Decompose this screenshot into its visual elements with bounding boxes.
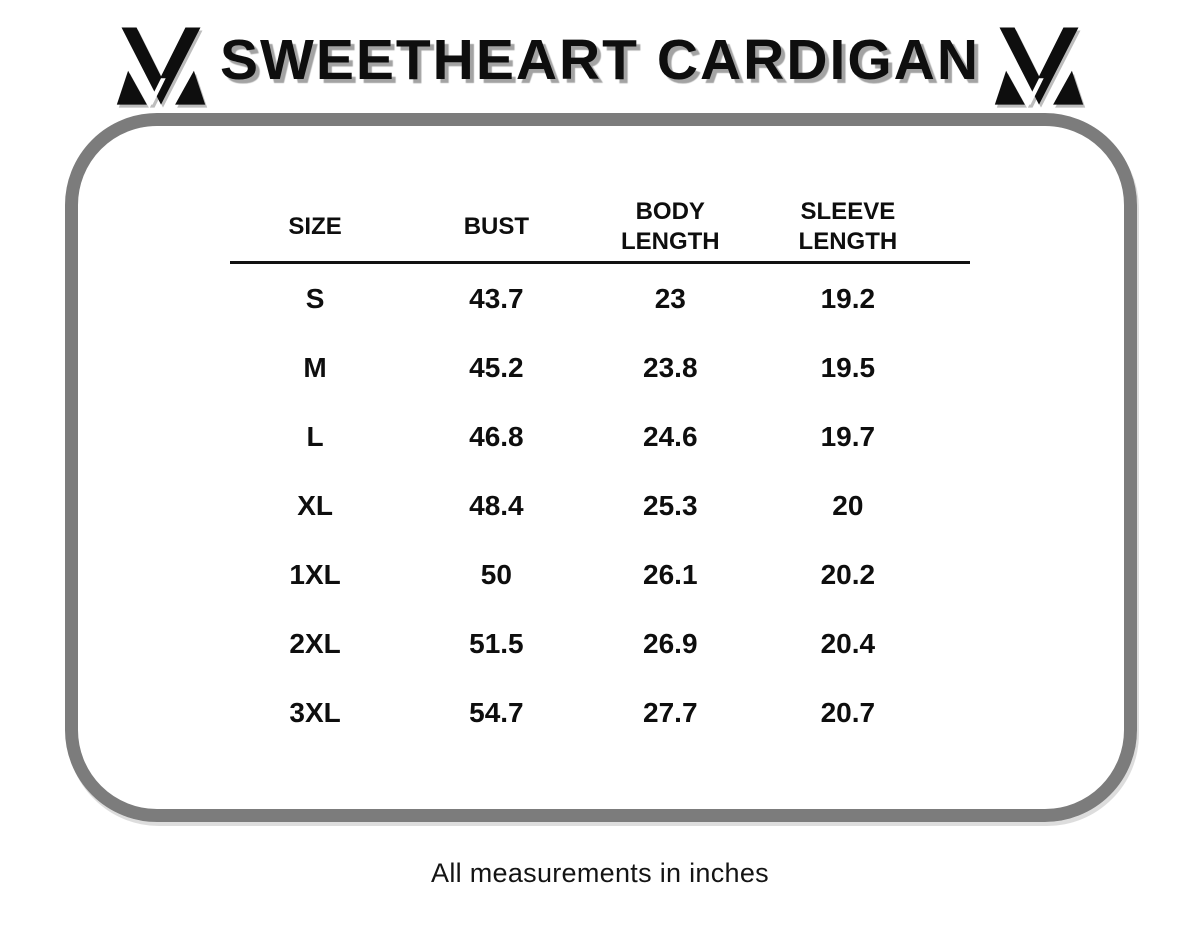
table-row: M 45.2 23.8 19.5 [230,333,970,402]
body-length-cell: 25.3 [643,489,698,521]
table-row: 2XL 51.5 26.9 20.4 [230,609,970,678]
bust-cell: 45.2 [469,351,524,383]
column-header-sleeve-length: SLEEVE LENGTH [798,198,898,255]
sleeve-length-cell: 20 [832,489,864,521]
size-chart-table: SIZE BUST BODY LENGTH SLEEVE LENGTH S 43… [230,196,970,747]
sleeve-length-cell: 20.7 [820,696,876,728]
column-header-bust: BUST [463,213,530,240]
page-title: SWEETHEART CARDIGAN [220,28,980,92]
bust-cell: 43.7 [469,282,524,314]
size-cell: 1XL [289,558,341,590]
m-monogram-icon-right [994,27,1084,105]
sleeve-length-cell: 19.5 [820,351,876,383]
size-cell: S [305,282,325,314]
body-length-cell: 26.9 [643,627,698,659]
rounded-frame [65,113,1137,822]
body-length-cell: 24.6 [643,420,698,452]
body-length-cell: 23 [654,282,686,314]
size-cell: 3XL [289,696,341,728]
bust-cell: 48.4 [469,489,524,521]
bust-cell: 50 [480,558,512,590]
body-length-cell: 27.7 [643,696,698,728]
bust-cell: 46.8 [469,420,524,452]
sleeve-length-cell: 20.2 [820,558,876,590]
header-divider [230,261,970,264]
size-cell: 2XL [289,627,341,659]
column-header-body-length: BODY LENGTH [620,198,720,255]
header: SWEETHEART CARDIGAN [0,14,1200,106]
bust-cell: 54.7 [469,696,524,728]
table-row: 1XL 50 26.1 20.2 [230,540,970,609]
table-header-row: SIZE BUST BODY LENGTH SLEEVE LENGTH [230,196,970,258]
m-monogram-icon-left [116,27,206,105]
table-row: S 43.7 23 19.2 [230,264,970,333]
measurements-note: All measurements in inches [431,858,769,888]
sleeve-length-cell: 19.2 [820,282,876,314]
body-length-cell: 23.8 [643,351,698,383]
size-cell: M [303,351,327,383]
size-cell: XL [297,489,333,521]
table-row: XL 48.4 25.3 20 [230,471,970,540]
bust-cell: 51.5 [469,627,524,659]
size-cell: L [306,420,324,452]
table-row: L 46.8 24.6 19.7 [230,402,970,471]
body-length-cell: 26.1 [643,558,698,590]
sleeve-length-cell: 19.7 [820,420,876,452]
sleeve-length-cell: 20.4 [820,627,876,659]
column-header-size: SIZE [288,213,342,240]
table-row: 3XL 54.7 27.7 20.7 [230,678,970,747]
